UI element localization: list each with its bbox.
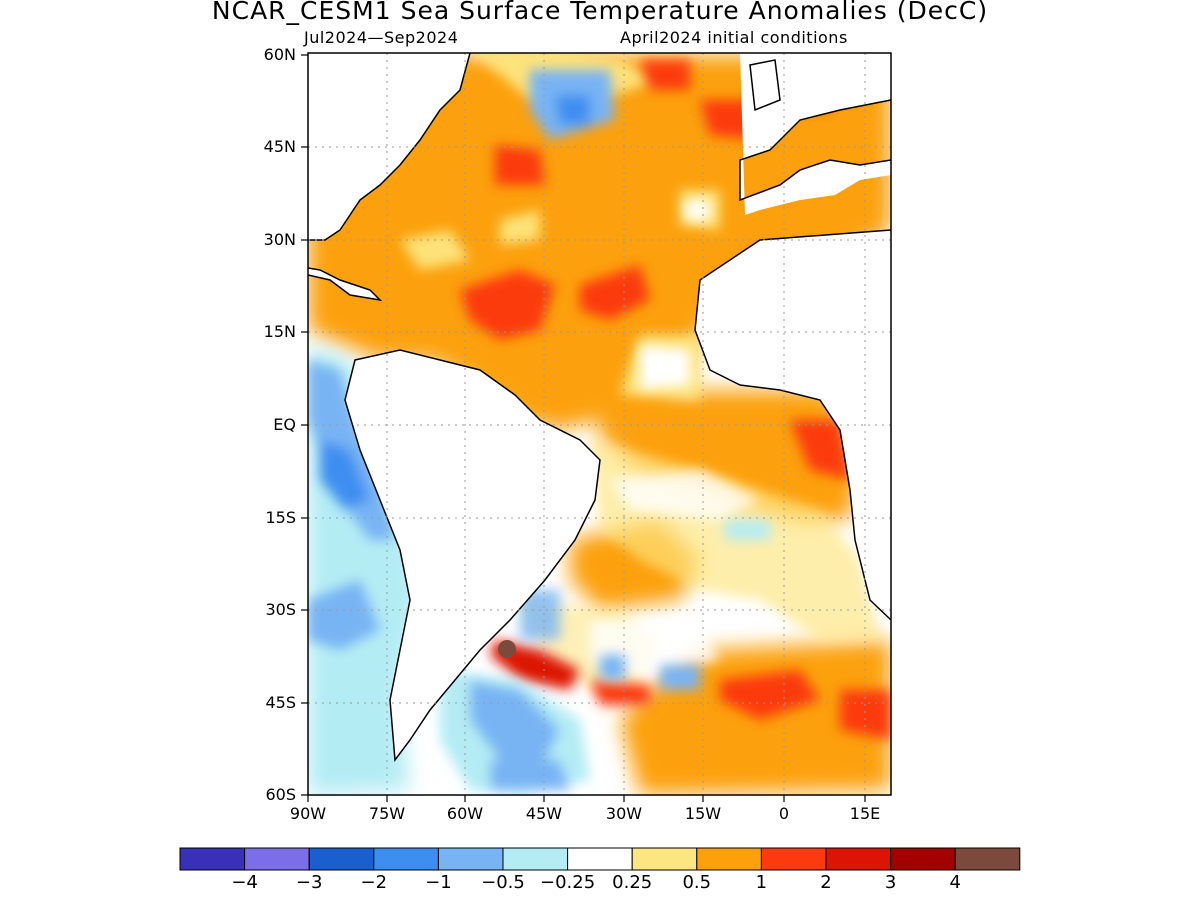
colorbar-swatch bbox=[631, 847, 698, 871]
sst-anomaly-field bbox=[308, 53, 891, 795]
lat-label: 15S bbox=[265, 508, 296, 527]
colorbar-swatch bbox=[954, 847, 1021, 871]
colorbar-swatch bbox=[567, 847, 633, 871]
lat-label: 45S bbox=[265, 693, 296, 712]
map-frame bbox=[307, 52, 892, 796]
lon-label: 45W bbox=[525, 804, 563, 823]
colorbar-tick-label: −3 bbox=[295, 872, 323, 893]
colorbar bbox=[179, 847, 1021, 871]
lat-label: 45N bbox=[263, 137, 296, 156]
lat-label: 30N bbox=[263, 230, 296, 249]
colorbar-swatch bbox=[244, 847, 310, 871]
colorbar-swatch bbox=[308, 847, 375, 871]
colorbar-tick-label: 2 bbox=[820, 872, 832, 893]
colorbar-tick-label: −0.5 bbox=[481, 872, 525, 893]
colorbar-swatch bbox=[437, 847, 504, 871]
colorbar-tick-label: −1 bbox=[425, 872, 452, 893]
colorbar-swatch bbox=[890, 847, 956, 871]
lon-label: 75W bbox=[368, 804, 406, 823]
colorbar-tick-label: 0.25 bbox=[612, 872, 653, 893]
colorbar-tick-label: −4 bbox=[231, 872, 258, 893]
forecast-period: Jul2024—Sep2024 bbox=[304, 28, 459, 47]
lon-label: 15E bbox=[849, 804, 881, 823]
axis-ticks bbox=[301, 54, 866, 802]
colorbar-tick-label: 3 bbox=[884, 872, 897, 893]
colorbar-swatch bbox=[760, 847, 827, 871]
colorbar-swatch bbox=[179, 847, 246, 871]
colorbar-tick-label: 1 bbox=[755, 872, 768, 893]
colorbar-swatch bbox=[373, 847, 439, 871]
lat-label: 30S bbox=[265, 600, 296, 619]
colorbar-swatch bbox=[502, 847, 569, 871]
lat-label: 15N bbox=[263, 322, 296, 341]
lon-label: 15W bbox=[684, 804, 722, 823]
lat-label: 60S bbox=[265, 785, 296, 804]
lat-label: EQ bbox=[273, 415, 296, 434]
lon-label: 0 bbox=[778, 804, 790, 823]
initial-conditions: April2024 initial conditions bbox=[620, 28, 848, 47]
colorbar-tick-label: 4 bbox=[949, 872, 961, 893]
lon-label: 30W bbox=[605, 804, 643, 823]
lon-label: 60W bbox=[446, 804, 484, 823]
colorbar-tick-label: −2 bbox=[360, 872, 388, 893]
map-title: NCAR_CESM1 Sea Surface Temperature Anoma… bbox=[211, 0, 989, 25]
colorbar-tick-label: −0.25 bbox=[540, 872, 596, 893]
colorbar-swatch bbox=[825, 847, 892, 871]
colorbar-tick-label: 0.5 bbox=[682, 872, 712, 893]
lon-label: 90W bbox=[289, 804, 327, 823]
lat-label: 60N bbox=[263, 45, 296, 64]
colorbar-swatch bbox=[696, 847, 762, 871]
